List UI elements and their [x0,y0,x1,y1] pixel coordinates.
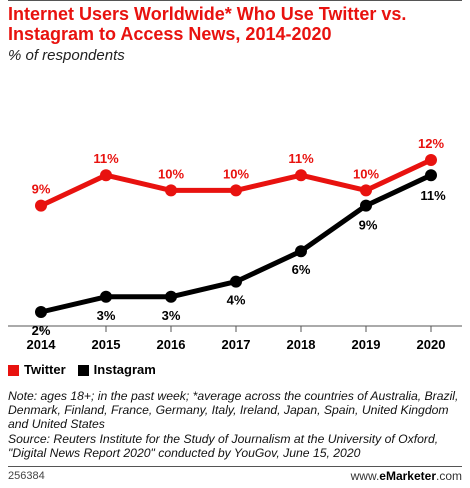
data-label: 12% [418,136,444,151]
chart-legend: Twitter Instagram [8,362,168,378]
data-label: 3% [162,308,181,323]
chart-notes: Note: ages 18+; in the past week; *avera… [8,389,466,460]
footer-rule [8,466,462,467]
data-point [100,290,112,303]
chart-id: 256384 [8,470,45,482]
data-label: 10% [158,166,184,181]
data-point [35,199,47,212]
x-axis-tick-label: 2017 [222,337,251,352]
data-label: 4% [227,293,246,308]
data-label: 10% [223,166,249,181]
data-label: 9% [359,218,378,233]
x-axis-tick-label: 2020 [417,337,446,352]
data-label: 6% [292,262,311,277]
data-point [425,154,437,166]
data-point [360,184,372,197]
brand-prefix: www. [350,469,380,483]
data-label: 9% [32,182,51,197]
brand-name: eMarketer [379,469,436,483]
x-axis-tick-label: 2018 [287,337,316,352]
source-text: Source: Reuters Institute for the Study … [8,431,439,460]
data-label: 11% [288,151,314,166]
data-point [165,290,177,303]
legend-label-instagram: Instagram [93,362,156,377]
data-point [295,245,307,258]
data-label: 2% [32,323,51,338]
chart-title: Internet Users Worldwide* Who Use Twitte… [8,4,407,44]
top-rule [8,0,462,1]
note-text: Note: ages 18+; in the past week; *avera… [8,389,459,432]
data-point [100,169,112,182]
x-axis-tick-label: 2015 [92,337,121,352]
data-point [230,275,242,288]
legend-swatch-twitter [8,364,19,376]
x-axis-tick-label: 2014 [27,337,57,352]
chart-subtitle: % of respondents [8,47,125,64]
data-point [230,184,242,197]
data-label: 11% [420,188,446,203]
x-axis-tick-label: 2016 [157,337,186,352]
legend-item-instagram: Instagram [77,362,156,378]
data-label: 3% [97,308,116,323]
data-point [165,184,177,197]
legend-label-twitter: Twitter [24,362,66,377]
data-label: 10% [353,166,379,181]
brand-link[interactable]: www.eMarketer.com [351,469,462,483]
line-chart: 2014 2015 2016 2017 2018 2019 2020 9% 11% 10% 10% 1… [8,136,462,352]
legend-item-twitter: Twitter [8,362,66,378]
x-axis-tick-label: 2019 [352,337,381,352]
legend-swatch-instagram [77,364,89,376]
data-point [425,169,437,182]
data-point [35,306,47,318]
brand-suffix: .com [435,469,462,483]
data-label: 11% [93,151,119,166]
data-point [295,169,307,182]
data-point [360,199,372,212]
